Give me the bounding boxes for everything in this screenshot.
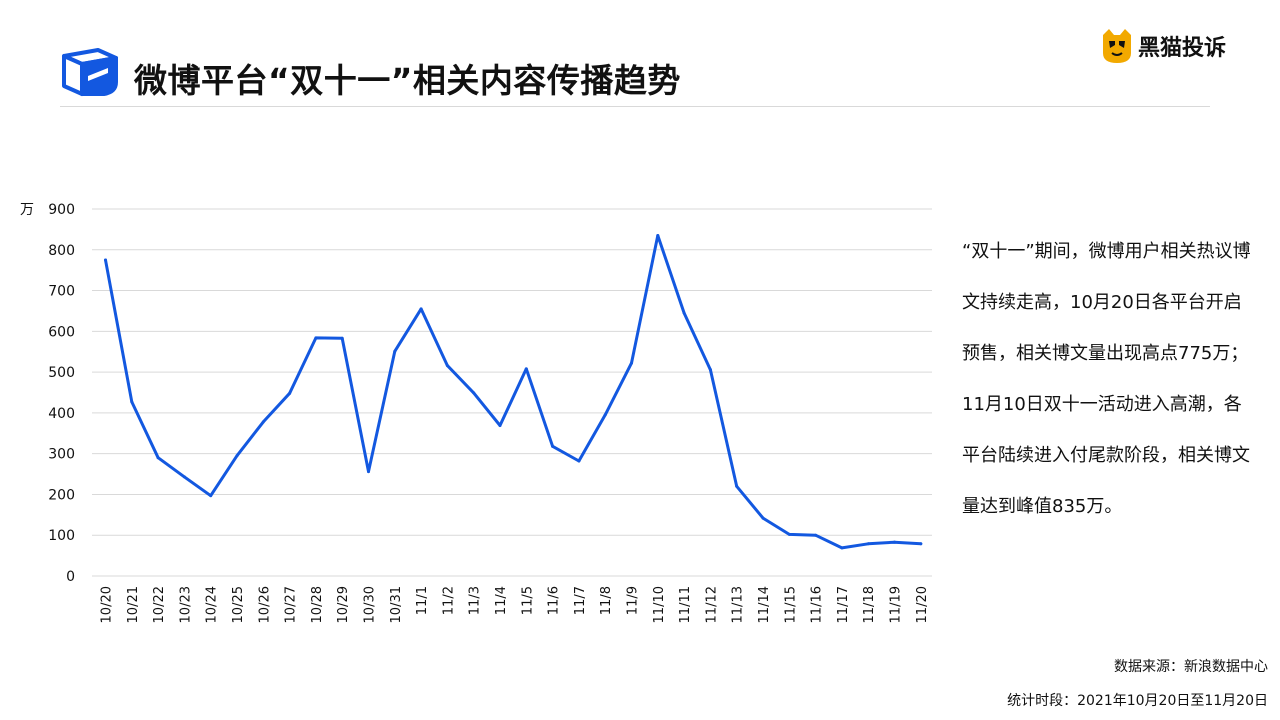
- x-tick-label: 10/25: [231, 586, 246, 623]
- data-point: [209, 494, 213, 498]
- x-tick-label: 10/22: [152, 586, 167, 623]
- y-tick-label: 900: [48, 202, 75, 218]
- x-tick-label: 10/29: [336, 586, 351, 623]
- x-tick-label: 11/20: [915, 586, 930, 623]
- data-point: [787, 532, 791, 536]
- data-point: [682, 311, 686, 315]
- data-point: [104, 258, 107, 262]
- x-tick-label: 10/26: [257, 586, 272, 623]
- data-point: [288, 391, 292, 395]
- y-tick-label: 500: [48, 365, 75, 381]
- report-cube-icon: [62, 48, 118, 96]
- y-tick-label: 300: [48, 447, 75, 463]
- data-point: [182, 475, 186, 479]
- data-point: [524, 367, 528, 371]
- data-point: [735, 484, 739, 488]
- data-point: [893, 540, 896, 544]
- data-point: [340, 336, 344, 340]
- data-point: [445, 364, 449, 368]
- black-cat-logo-icon: [1103, 29, 1131, 63]
- data-point: [472, 391, 476, 395]
- x-tick-label: 10/28: [310, 586, 325, 623]
- x-tick-label: 11/4: [494, 586, 509, 615]
- x-tick-label: 10/23: [178, 586, 193, 623]
- data-point: [393, 349, 397, 353]
- summary-text: “双十一”期间，微博用户相关热议博文持续走高，10月20日各平台开启预售，相关博…: [962, 241, 1251, 517]
- stat-period: 统计时段：2021年10月20日至11月20日: [1007, 693, 1268, 709]
- x-tick-label: 10/31: [389, 586, 404, 623]
- x-tick-label: 11/15: [783, 586, 798, 623]
- x-tick-label: 11/10: [652, 586, 667, 623]
- data-point: [630, 361, 633, 365]
- data-source: 数据来源：新浪数据中心: [1114, 659, 1268, 675]
- data-point: [551, 444, 555, 448]
- data-point: [708, 368, 712, 372]
- x-tick-label: 11/9: [626, 586, 641, 615]
- data-point: [603, 413, 607, 417]
- x-tick-label: 11/16: [810, 586, 825, 623]
- series-line: [104, 234, 923, 550]
- data-point: [577, 459, 581, 463]
- y-tick-label: 400: [48, 406, 75, 422]
- data-point: [314, 336, 318, 340]
- x-tick-label: 11/1: [415, 586, 430, 615]
- data-point: [235, 454, 239, 458]
- data-point: [840, 546, 844, 550]
- x-tick-label: 11/18: [862, 586, 877, 623]
- x-tick-label: 11/6: [547, 586, 562, 615]
- data-point: [814, 533, 818, 537]
- y-tick-label: 0: [66, 569, 75, 585]
- x-tick-label: 11/12: [704, 586, 719, 623]
- data-point: [761, 516, 765, 520]
- x-tick-label: 11/13: [731, 586, 746, 623]
- x-tick-label: 10/27: [284, 586, 299, 623]
- title-divider: [60, 106, 1210, 107]
- brand-name: 黑猫投诉: [1138, 36, 1227, 61]
- x-tick-label: 10/20: [100, 586, 115, 623]
- x-tick-label: 11/2: [441, 586, 456, 615]
- x-tick-label: 11/11: [678, 586, 693, 623]
- data-point: [919, 542, 923, 546]
- x-tick-label: 11/3: [468, 586, 483, 615]
- data-point: [367, 470, 370, 474]
- line-chart: 0 100 200 300 400 500 600 700 800 900 万 10/20 10/21 1…: [20, 202, 932, 623]
- x-tick-label: 10/21: [126, 586, 141, 623]
- y-tick-label: 700: [48, 284, 75, 300]
- y-tick-label: 600: [48, 324, 75, 340]
- x-tick-label: 11/8: [599, 586, 614, 615]
- x-tick-label: 10/30: [363, 586, 378, 623]
- data-point: [498, 424, 502, 428]
- y-tick-label: 200: [48, 487, 75, 503]
- y-tick-label: 800: [48, 243, 75, 259]
- y-tick-label: 100: [48, 528, 75, 544]
- x-tick-label: 11/14: [757, 586, 772, 623]
- page-title: 微博平台“双十一”相关内容传播趋势: [134, 61, 681, 100]
- data-point: [130, 400, 134, 404]
- data-point: [261, 420, 265, 424]
- y-axis-unit-label: 万: [20, 202, 34, 218]
- data-point: [866, 542, 870, 546]
- x-tick-label: 11/7: [573, 586, 588, 615]
- x-tick-label: 10/24: [205, 586, 220, 623]
- x-tick-label: 11/17: [836, 586, 851, 623]
- data-point: [156, 456, 160, 460]
- data-point: [419, 307, 423, 311]
- data-point: [656, 234, 660, 238]
- x-tick-label: 11/5: [520, 586, 535, 615]
- brand-logo: 黑猫投诉: [1100, 26, 1226, 66]
- x-tick-label: 11/19: [889, 586, 904, 623]
